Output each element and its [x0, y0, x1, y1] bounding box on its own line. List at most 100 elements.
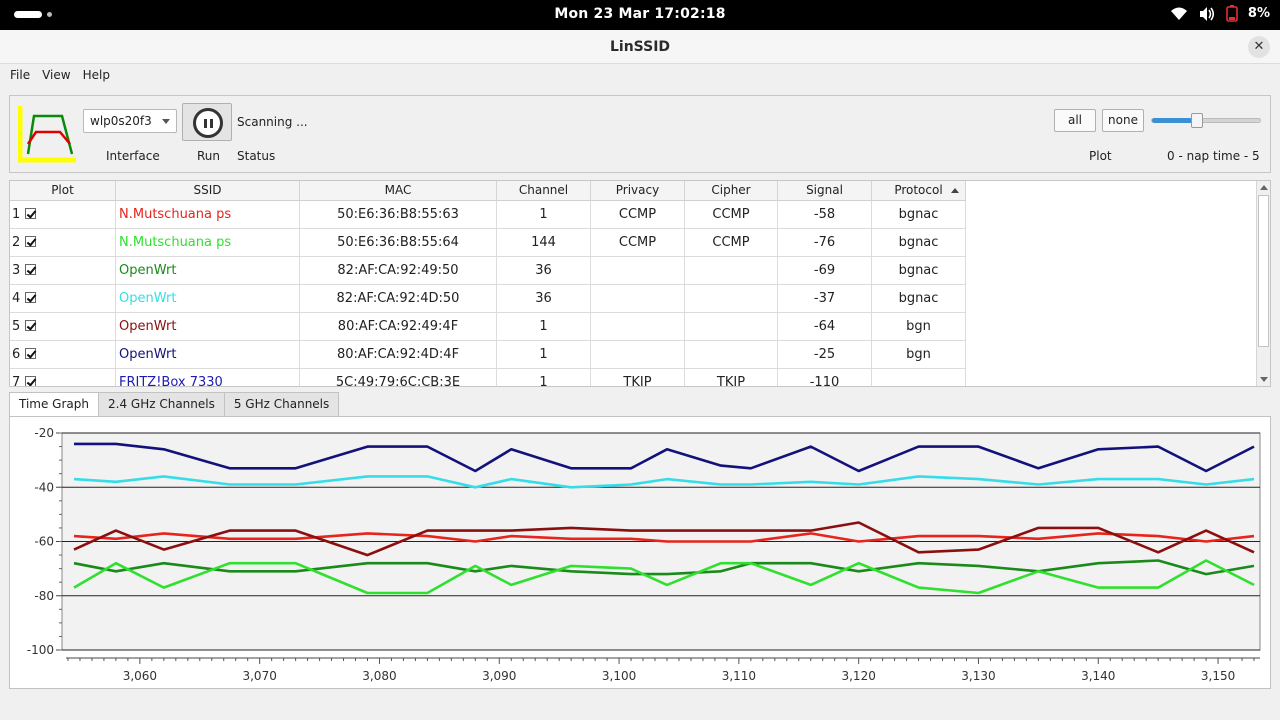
table-row[interactable]: 4 OpenWrt 82:AF:CA:92:4D:50 36 -37 bgnac [10, 285, 966, 313]
channel-cell: 36 [497, 285, 591, 313]
table-scrollbar[interactable] [1256, 181, 1270, 386]
column-channel[interactable]: Channel [497, 181, 591, 201]
wifi-icon [1170, 6, 1188, 22]
workspace-indicator[interactable] [14, 11, 42, 18]
row-number: 7 [12, 375, 21, 387]
table-row[interactable]: 6 OpenWrt 80:AF:CA:92:4D:4F 1 -25 bgn [10, 341, 966, 369]
window-titlebar[interactable]: LinSSID ✕ [0, 30, 1280, 64]
plot-cell: 2 [10, 229, 116, 257]
plot-checkbox[interactable] [25, 376, 36, 386]
signal-cell: -64 [778, 313, 872, 341]
workspace-dot[interactable] [47, 12, 52, 17]
battery-percent: 8% [1247, 6, 1270, 21]
privacy-cell: TKIP [591, 369, 685, 386]
menu-view[interactable]: View [42, 68, 71, 82]
protocol-cell: bgn [872, 341, 966, 369]
protocol-cell: bgnac [872, 201, 966, 229]
privacy-cell: CCMP [591, 229, 685, 257]
plot-cell: 1 [10, 201, 116, 229]
column-ssid[interactable]: SSID [116, 181, 300, 201]
ssid-cell[interactable]: OpenWrt [116, 257, 300, 285]
plot-checkbox[interactable] [25, 236, 36, 247]
row-number: 6 [12, 347, 21, 362]
run-pause-button[interactable] [182, 103, 232, 141]
x-tick-label: 3,060 [123, 669, 157, 683]
scroll-up-icon[interactable] [1260, 185, 1268, 190]
system-tray[interactable]: 8% [1170, 5, 1270, 22]
control-panel: wlp0s20f3 Interface Run Scanning ... Sta… [9, 95, 1271, 173]
table-row[interactable]: 3 OpenWrt 82:AF:CA:92:49:50 36 -69 bgnac [10, 257, 966, 285]
column-privacy[interactable]: Privacy [591, 181, 685, 201]
table-header: Plot SSID MAC Channel Privacy Cipher Sig… [10, 181, 966, 201]
column-cipher[interactable]: Cipher [685, 181, 778, 201]
nap-time-slider-handle[interactable] [1191, 113, 1203, 128]
cipher-cell: CCMP [685, 229, 778, 257]
protocol-cell: bgnac [872, 257, 966, 285]
x-tick-label: 3,100 [602, 669, 636, 683]
ssid-cell[interactable]: OpenWrt [116, 285, 300, 313]
battery-icon [1226, 5, 1238, 22]
close-icon[interactable]: ✕ [1248, 36, 1270, 58]
system-clock[interactable]: Mon 23 Mar 17:02:18 [554, 6, 726, 22]
table-row[interactable]: 7 FRITZ!Box 7330 5C:49:79:6C:CB:3E 1 TKIP TKI… [10, 369, 966, 387]
column-protocol[interactable]: Protocol [872, 181, 966, 201]
privacy-cell [591, 341, 685, 369]
menu-bar: File View Help [0, 65, 1280, 85]
ssid-cell[interactable]: N.Mutschuana ps [116, 229, 300, 257]
linssid-logo-icon [17, 104, 78, 164]
menu-help[interactable]: Help [82, 68, 110, 82]
plot-checkbox[interactable] [25, 320, 36, 331]
pause-icon [193, 108, 223, 138]
ssid-cell[interactable]: FRITZ!Box 7330 [116, 369, 300, 386]
ssid-cell[interactable]: N.Mutschuana ps [116, 201, 300, 229]
y-tick-label: -60 [34, 535, 54, 549]
column-mac[interactable]: MAC [300, 181, 497, 201]
column-protocol-label: Protocol [894, 183, 943, 197]
channel-cell: 1 [497, 341, 591, 369]
plot-checkbox[interactable] [25, 292, 36, 303]
table-row[interactable]: 2 N.Mutschuana ps 50:E6:36:B8:55:64 144 CCMP… [10, 229, 966, 257]
plot-all-button[interactable]: all [1054, 109, 1096, 132]
column-signal[interactable]: Signal [778, 181, 872, 201]
channel-cell: 1 [497, 313, 591, 341]
x-tick-label: 3,130 [961, 669, 995, 683]
ssid-cell[interactable]: OpenWrt [116, 341, 300, 369]
series-line-1 [74, 442, 1255, 473]
interface-select[interactable]: wlp0s20f3 [83, 109, 177, 133]
signal-cell: -25 [778, 341, 872, 369]
system-top-bar: Mon 23 Mar 17:02:18 8% [0, 0, 1280, 30]
plot-none-button[interactable]: none [1102, 109, 1144, 132]
ssid-cell[interactable]: OpenWrt [116, 313, 300, 341]
plot-checkbox[interactable] [25, 208, 36, 219]
column-plot[interactable]: Plot [10, 181, 116, 201]
table-row[interactable]: 5 OpenWrt 80:AF:CA:92:49:4F 1 -64 bgn [10, 313, 966, 341]
cipher-cell: CCMP [685, 201, 778, 229]
scrollbar-handle[interactable] [1258, 195, 1269, 347]
plot-cell: 4 [10, 285, 116, 313]
interface-value: wlp0s20f3 [90, 114, 152, 128]
privacy-cell: CCMP [591, 201, 685, 229]
plot-label: Plot [1089, 149, 1112, 163]
menu-file[interactable]: File [10, 68, 31, 82]
cipher-cell [685, 257, 778, 285]
signal-cell: -110 [778, 369, 872, 386]
plot-checkbox[interactable] [25, 348, 36, 359]
nap-time-slider[interactable] [1151, 113, 1261, 128]
series-line-5 [73, 559, 1255, 576]
x-tick-label: 3,110 [722, 669, 756, 683]
run-label: Run [197, 149, 221, 163]
tab-2-4-ghz-channels[interactable]: 2.4 GHz Channels [98, 392, 225, 416]
tab-time-graph[interactable]: Time Graph [9, 392, 99, 417]
interface-label: Interface [106, 149, 160, 163]
table-row[interactable]: 1 N.Mutschuana ps 50:E6:36:B8:55:63 1 CCMP CC… [10, 201, 966, 229]
mac-cell: 82:AF:CA:92:49:50 [300, 257, 497, 285]
tab-5-ghz-channels[interactable]: 5 GHz Channels [223, 392, 340, 416]
x-tick-label: 3,070 [242, 669, 276, 683]
channel-cell: 1 [497, 201, 591, 229]
plot-checkbox[interactable] [25, 264, 36, 275]
series-line-2 [73, 475, 1255, 489]
status-label: Status [237, 149, 276, 163]
privacy-cell [591, 313, 685, 341]
privacy-cell [591, 285, 685, 313]
scroll-down-icon[interactable] [1260, 377, 1268, 382]
